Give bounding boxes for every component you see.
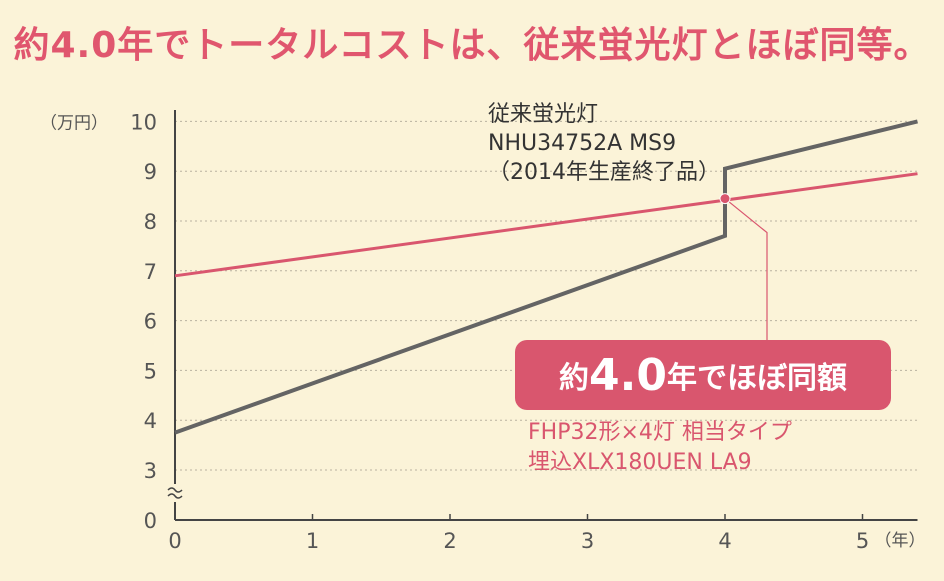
led-fixture-type: FHP32形×4灯 相当タイプ: [528, 420, 792, 445]
breakeven-callout: 約 4.0 年でほぼ同額: [515, 340, 891, 410]
y-tick-label-3: 3: [144, 459, 157, 483]
old-fixture-status: （2014年生産終了品）: [488, 160, 720, 185]
y-tick-label-0: 0: [144, 509, 157, 533]
y-tick-label-8: 8: [144, 210, 157, 234]
old-fixture-model: NHU34752A MS9: [488, 131, 677, 156]
callout-suffix: 年でほぼ同額: [666, 361, 847, 396]
series-line-2: [174, 172, 918, 278]
chart-title: 約4.0年でトータルコストは、従来蛍光灯とほぼ同等。: [13, 25, 931, 66]
x-tick-label-0: 0: [168, 529, 181, 553]
led-fixture-annotation: FHP32形×4灯 相当タイプ 埋込XLX180UEN LA9: [528, 418, 792, 478]
old-fixture-label: 従来蛍光灯: [488, 102, 599, 127]
axis-break-mark: [167, 487, 183, 499]
y-tick-label-6: 6: [144, 310, 157, 334]
x-unit-label: （年）: [875, 531, 926, 551]
y-tick-label-7: 7: [144, 260, 157, 284]
x-tick-label-5: 5: [856, 529, 869, 553]
callout-number: 4.0: [589, 349, 667, 401]
y-tick-label-4: 4: [144, 409, 157, 433]
y-tick-label-10: 10: [130, 110, 157, 134]
callout-prefix: 約: [559, 361, 590, 396]
y-unit-label: （万円）: [40, 113, 108, 133]
old-fixture-annotation: 従来蛍光灯 NHU34752A MS9 （2014年生産終了品）: [488, 100, 720, 187]
y-tick-label-5: 5: [144, 359, 157, 383]
x-tick-label-3: 3: [581, 529, 594, 553]
led-fixture-model: 埋込XLX180UEN LA9: [528, 450, 752, 475]
x-tick-label-1: 1: [306, 529, 319, 553]
callout-leader-line: [724, 198, 768, 340]
x-tick-label-2: 2: [443, 529, 456, 553]
crossover-point: [719, 193, 731, 205]
y-tick-label-9: 9: [144, 160, 157, 184]
x-tick-label-4: 4: [718, 529, 731, 553]
